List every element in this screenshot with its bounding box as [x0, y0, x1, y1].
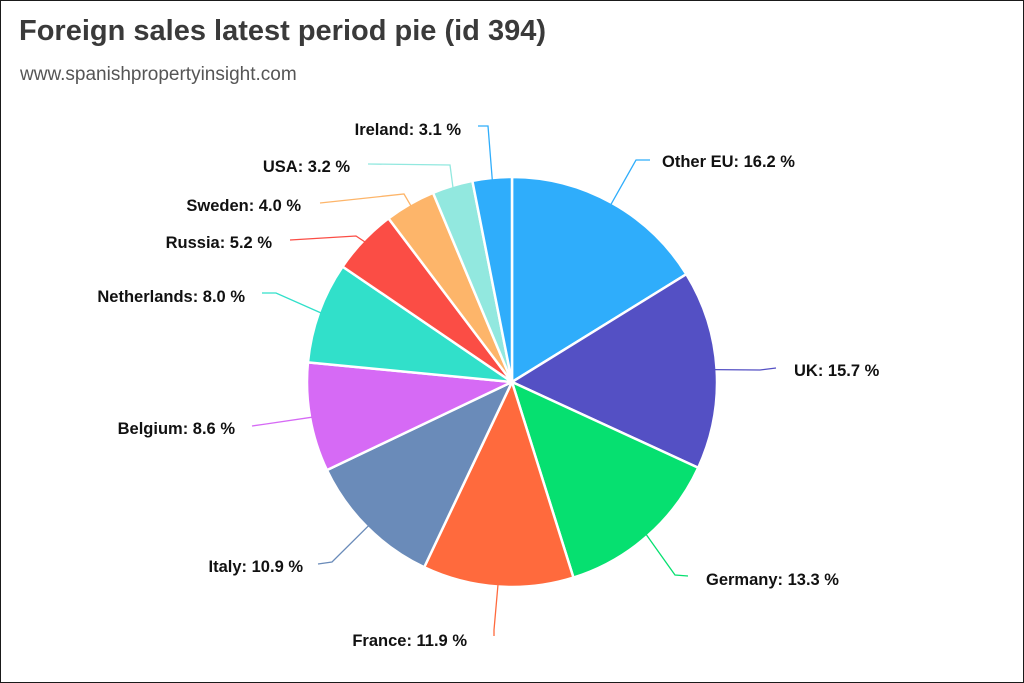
label-leader-lines: [251, 125, 777, 636]
slice-label-italy: Italy: 10.9 %: [209, 558, 304, 576]
slice-label-sweden: Sweden: 4.0 %: [186, 197, 301, 215]
leader-line-france: [493, 584, 499, 636]
leader-line-uk: [714, 367, 777, 371]
slice-labels: Other EU: 16.2 % UK: 15.7 % Germany: 13.3 …: [97, 121, 879, 650]
slice-label-belgium: Belgium: 8.6 %: [118, 420, 236, 438]
pie-slices: [305, 175, 719, 589]
leader-line-sweden: [319, 193, 412, 207]
leader-line-belgium: [251, 416, 313, 427]
slice-label-ireland: Ireland: 3.1 %: [355, 121, 462, 139]
leader-line-other-eu: [610, 159, 650, 206]
leader-line-netherlands: [262, 292, 322, 314]
slice-label-other-eu: Other EU: 16.2 %: [662, 153, 795, 171]
slice-label-usa: USA: 3.2 %: [263, 158, 350, 176]
slice-label-russia: Russia: 5.2 %: [166, 234, 273, 252]
slice-label-uk: UK: 15.7 %: [794, 362, 880, 380]
leader-line-italy: [317, 525, 370, 565]
slice-label-netherlands: Netherlands: 8.0 %: [97, 288, 245, 306]
leader-line-russia: [289, 235, 366, 243]
chart-title: Foreign sales latest period pie (id 394): [19, 15, 546, 47]
chart-subtitle: www.spanishpropertyinsight.com: [20, 64, 297, 85]
slice-label-germany: Germany: 13.3 %: [706, 571, 839, 589]
leader-line-usa: [367, 163, 454, 188]
leader-line-ireland: [478, 125, 493, 181]
leader-line-germany: [645, 534, 689, 577]
slice-label-france: France: 11.9 %: [352, 632, 467, 650]
